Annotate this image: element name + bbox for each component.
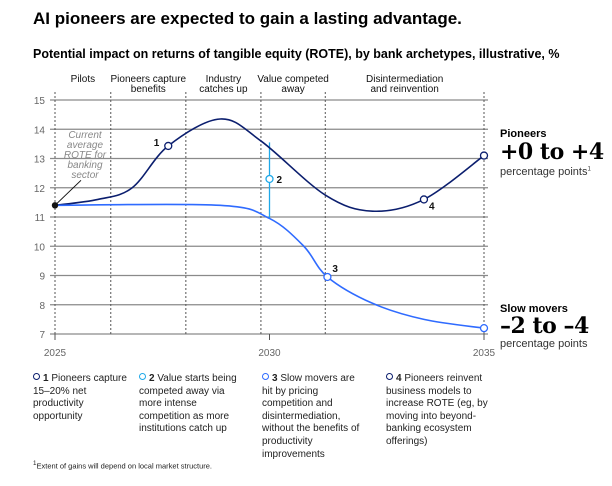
series-line-slow-movers (54, 203, 485, 329)
annotation-marker-2 (265, 174, 274, 184)
annotation-marker-1 (164, 141, 173, 151)
pioneers-label: Pioneers (500, 128, 547, 140)
pioneers-range: +0 to +4 (500, 139, 604, 165)
footnote-ref: 1 (587, 166, 591, 173)
y-tick-label: 15 (34, 96, 46, 107)
annotation-label: 4 (429, 201, 435, 212)
chart-subtitle: Potential impact on returns of tangible … (33, 47, 560, 61)
end-point-marker (479, 151, 489, 160)
note-text: Pioneers capture 15–20% net productivity… (33, 373, 127, 422)
y-tick-label: 11 (35, 213, 46, 224)
note-2: 2 Value starts being competed away via m… (139, 373, 237, 435)
note-1: 1 Pioneers capture 15–20% net productivi… (33, 373, 127, 422)
y-tick-label: 9 (39, 272, 45, 283)
note-3: 3 Slow movers are hit by pricing competi… (262, 373, 360, 460)
circle-marker-icon (262, 373, 269, 380)
x-tick-label: 2030 (258, 348, 281, 359)
phase-label: Pilots (71, 74, 95, 85)
pioneers-unit: percentage points (500, 166, 588, 178)
y-tick-label: 14 (34, 125, 46, 136)
slow-movers-range: –2 to –4 (500, 313, 589, 339)
x-tick-label: 2035 (473, 348, 496, 359)
annotation-label: 2 (277, 175, 283, 186)
annotation-marker-3 (323, 272, 332, 282)
y-tick-label: 7 (39, 330, 45, 341)
current-value-marker (51, 202, 59, 209)
note-text: Slow movers are hit by pricing competiti… (262, 373, 360, 460)
slow-movers-label: Slow movers (500, 303, 568, 315)
phase-label: Disintermediation and reinvention (366, 74, 443, 95)
series-line-pioneers (54, 118, 485, 213)
phase-label: Industry catches up (199, 74, 248, 95)
callout-line (54, 179, 82, 206)
y-tick-label: 8 (39, 301, 45, 312)
slow-movers-unit: percentage points (500, 338, 588, 350)
end-point-marker (479, 323, 489, 333)
circle-marker-icon (139, 373, 146, 380)
chart-title: AI pioneers are expected to gain a lasti… (33, 9, 462, 28)
circle-marker-icon (386, 373, 393, 380)
phase-label: Value competed away (257, 74, 329, 95)
note-4: 4 Pioneers reinvent business models to i… (386, 373, 488, 447)
annotation-marker-4 (419, 195, 429, 204)
y-tick-label: 12 (34, 184, 46, 195)
note-text: Pioneers reinvent business models to inc… (386, 373, 488, 447)
x-tick-label: 2025 (44, 348, 67, 359)
current-rote-note: Current average ROTE for banking sector (64, 130, 107, 181)
circle-marker-icon (33, 373, 40, 380)
note-text: Value starts being competed away via mor… (139, 373, 237, 435)
phase-label: Pioneers capture benefits (111, 74, 187, 95)
annotation-label: 3 (332, 264, 338, 275)
y-tick-label: 13 (34, 155, 46, 166)
annotation-label: 1 (154, 138, 160, 149)
footnote: 1Extent of gains will depend on local ma… (33, 460, 212, 471)
y-tick-label: 10 (34, 242, 46, 253)
